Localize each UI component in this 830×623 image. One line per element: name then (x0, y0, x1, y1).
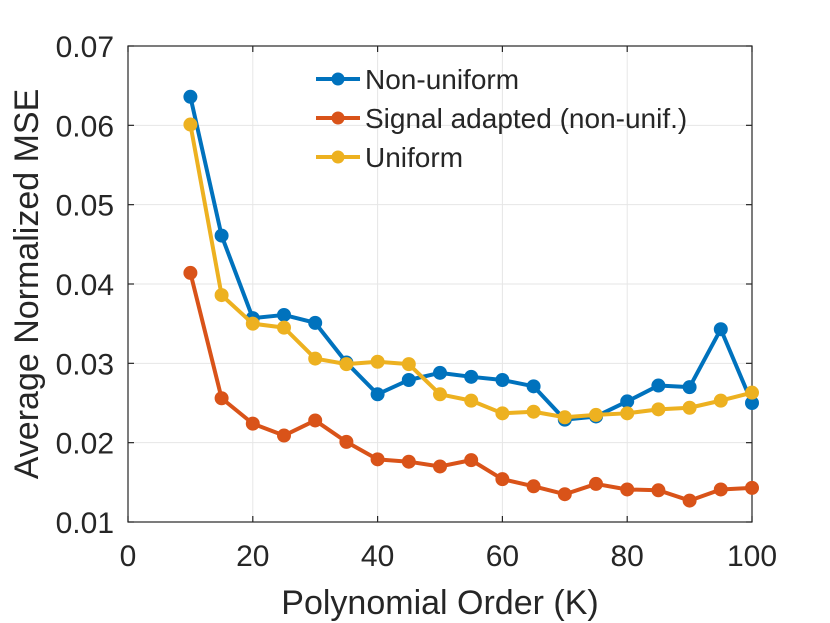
data-point (713, 322, 728, 337)
data-point (589, 476, 603, 491)
data-point (277, 307, 291, 322)
data-point (495, 472, 510, 487)
data-point (183, 117, 198, 132)
series-0 (183, 89, 759, 427)
data-point (464, 369, 479, 384)
legend-label: Uniform (365, 142, 463, 173)
data-point (433, 365, 447, 380)
data-point (370, 452, 385, 467)
legend-item: Signal adapted (non-unif.) (316, 103, 687, 134)
data-point (557, 487, 572, 502)
y-tick-label: 0.07 (56, 31, 114, 64)
data-point (620, 394, 635, 409)
data-point (620, 482, 635, 497)
data-point (214, 228, 229, 243)
data-point (651, 378, 666, 393)
data-point (745, 480, 759, 495)
data-point (308, 315, 323, 330)
data-point (433, 459, 447, 474)
data-point (464, 453, 479, 468)
data-point (495, 406, 510, 421)
y-tick-label: 0.03 (56, 348, 114, 381)
data-point (308, 351, 323, 366)
data-point (682, 400, 697, 415)
y-tick-label: 0.04 (56, 269, 114, 302)
legend-swatch-marker (331, 111, 345, 125)
legend-item: Uniform (316, 142, 463, 173)
data-point (183, 265, 198, 280)
data-series (183, 89, 759, 508)
data-point (277, 428, 291, 443)
x-axis-ticks: 0 20 40 60 80 100 (120, 46, 777, 573)
data-point (214, 391, 229, 406)
data-point (526, 404, 541, 419)
data-point (277, 320, 291, 335)
data-point (401, 357, 416, 372)
data-point (245, 416, 260, 431)
x-tick-label: 0 (120, 540, 137, 573)
x-axis-label: Polynomial Order (K) (281, 584, 598, 622)
y-tick-label: 0.06 (56, 110, 114, 143)
data-point (245, 316, 260, 331)
data-point (557, 410, 572, 425)
x-tick-label: 100 (727, 540, 777, 573)
y-tick-label: 0.05 (56, 190, 114, 223)
data-point (401, 372, 416, 387)
legend-label: Signal adapted (non-unif.) (365, 103, 687, 134)
x-tick-label: 40 (361, 540, 394, 573)
data-point (370, 387, 385, 402)
data-point (339, 357, 354, 372)
data-point (713, 393, 728, 408)
legend-swatch-marker (331, 150, 345, 164)
legend: Non-uniform Signal adapted (non-unif.) Uni… (316, 64, 687, 173)
legend-swatch-marker (331, 72, 345, 86)
y-tick-label: 0.01 (56, 507, 114, 540)
x-tick-label: 60 (486, 540, 519, 573)
data-point (308, 413, 323, 428)
data-point (464, 393, 479, 408)
legend-item: Non-uniform (316, 64, 519, 95)
data-point (433, 387, 447, 402)
data-point (370, 354, 385, 369)
data-point (651, 483, 666, 498)
data-point (339, 434, 354, 449)
data-point (713, 482, 728, 497)
y-tick-label: 0.02 (56, 428, 114, 461)
x-tick-label: 80 (611, 540, 644, 573)
data-point (214, 288, 229, 303)
legend-label: Non-uniform (365, 64, 519, 95)
data-point (401, 454, 416, 469)
series-2 (183, 117, 759, 425)
y-axis-ticks: 0.01 0.02 0.03 0.04 0.05 0.06 0.07 (56, 31, 752, 540)
data-point (526, 479, 541, 494)
data-point (495, 372, 510, 387)
x-tick-label: 20 (236, 540, 269, 573)
data-point (526, 379, 541, 394)
data-point (589, 407, 603, 422)
data-point (682, 380, 697, 395)
series-1 (183, 265, 759, 508)
data-point (183, 89, 198, 104)
data-point (620, 406, 635, 421)
data-point (682, 493, 697, 508)
data-point (745, 385, 759, 400)
y-axis-label: Average Normalized MSE (8, 89, 46, 480)
data-point (651, 402, 666, 417)
